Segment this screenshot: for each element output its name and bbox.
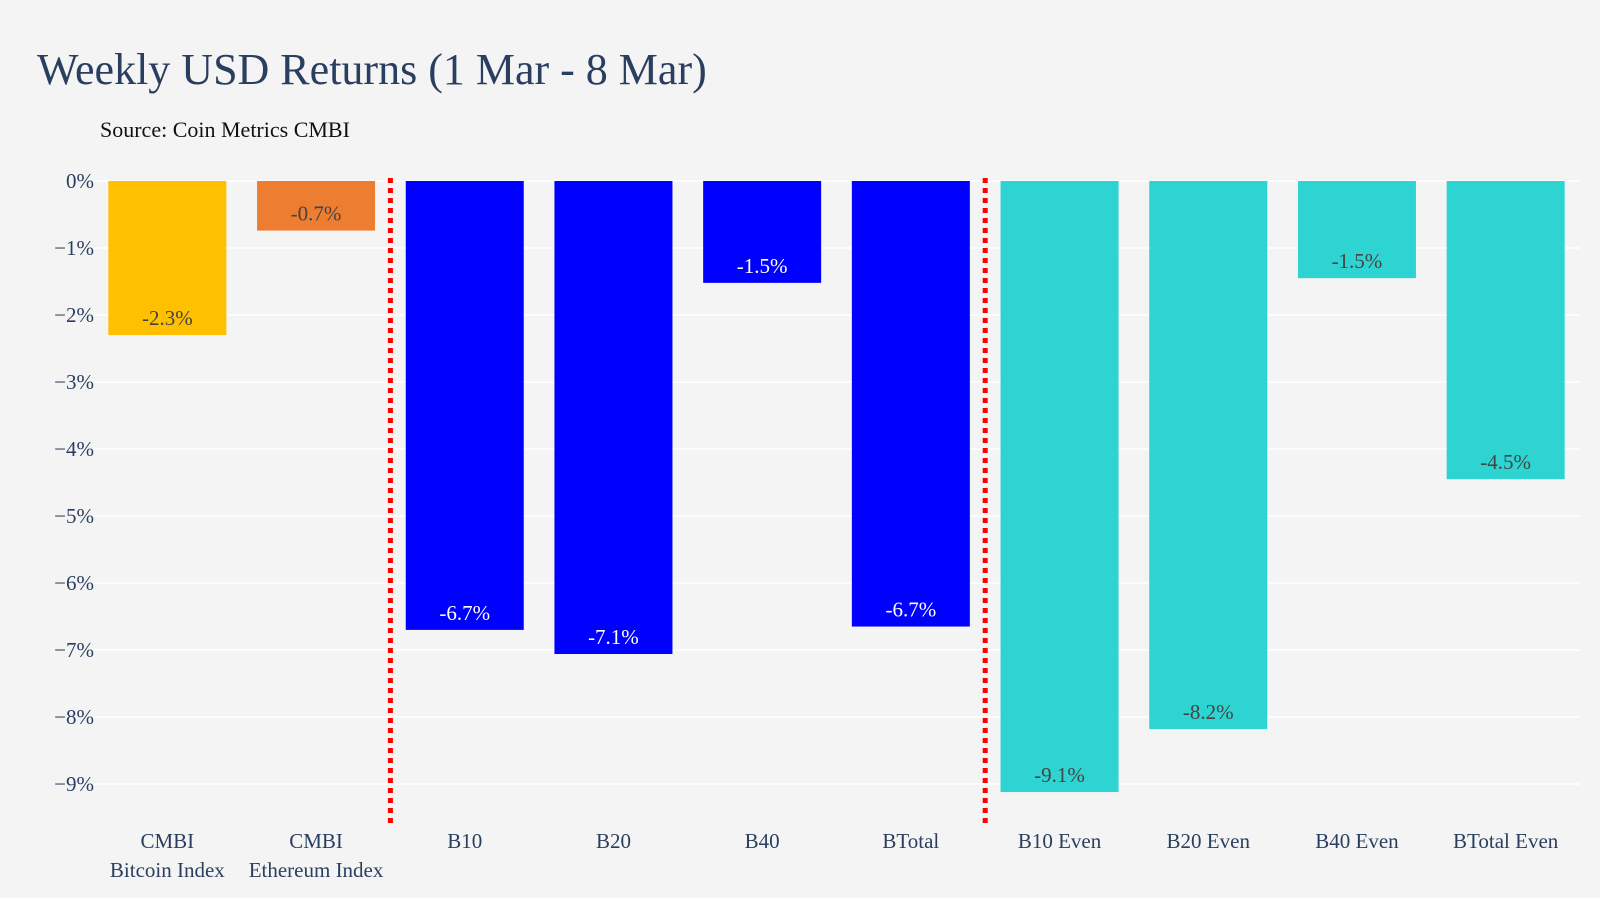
bar [257,181,376,231]
data-label: -1.5% [737,254,788,278]
y-tick-label: −8% [54,705,94,729]
bar [405,181,524,630]
x-tick-label: BTotal Even [1453,829,1559,853]
x-tick-label: B40 [745,829,780,853]
y-tick-label: −7% [54,638,94,662]
x-tick-label: BTotal [882,829,939,853]
x-tick-label: B20 [596,829,631,853]
data-label: -6.7% [439,601,490,625]
bar [554,181,673,655]
y-tick-label: −1% [54,236,94,260]
bar [851,181,970,627]
x-tick-label: CMBI [141,829,195,853]
data-label: -6.7% [885,598,936,622]
data-label: -7.1% [588,625,639,649]
data-label: -1.5% [1332,249,1383,273]
data-label: -9.1% [1034,763,1085,787]
data-label: -8.2% [1183,700,1234,724]
data-label: -2.3% [142,306,193,330]
y-tick-label: 0% [66,169,94,193]
chart-title: Weekly USD Returns (1 Mar - 8 Mar) [37,45,707,94]
bar [703,181,822,283]
y-tick-label: −2% [54,303,94,327]
bar [1000,181,1119,793]
y-tick-label: −5% [54,504,94,528]
x-tick-label: Ethereum Index [249,858,384,882]
bar [1297,181,1416,279]
bar [1149,181,1268,730]
data-label: -0.7% [291,202,342,226]
x-tick-label: B20 Even [1167,829,1251,853]
data-label: -4.5% [1480,450,1531,474]
x-tick-label: Bitcoin Index [110,858,225,882]
y-tick-label: −3% [54,370,94,394]
bar [1446,181,1565,480]
bar [108,181,227,336]
x-tick-label: B10 [447,829,482,853]
y-tick-label: −6% [54,571,94,595]
x-tick-label: CMBI [289,829,343,853]
y-tick-label: −9% [54,772,94,796]
x-tick-label: B10 Even [1018,829,1102,853]
chart-subtitle: Source: Coin Metrics CMBI [100,117,350,142]
x-tick-label: B40 Even [1315,829,1399,853]
y-tick-label: −4% [54,437,94,461]
